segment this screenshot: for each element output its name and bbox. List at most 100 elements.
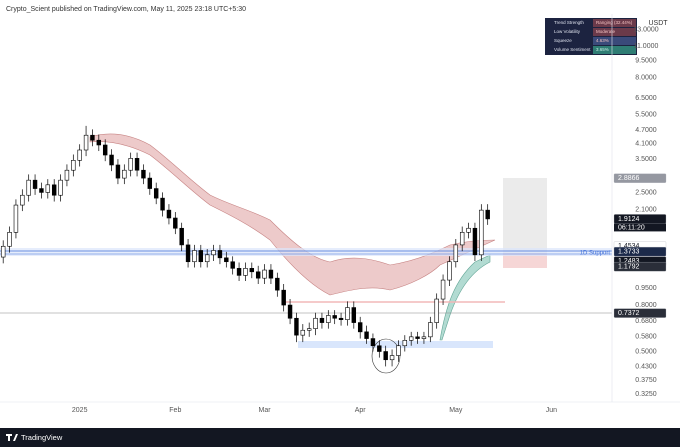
candle-body [26, 179, 31, 196]
candle-body [192, 250, 197, 263]
candle-body [173, 217, 178, 229]
countdown: 06:11:20 [618, 224, 645, 231]
candle-body [428, 322, 433, 338]
price-label: 1.3733 [618, 248, 640, 255]
candle-body [275, 277, 280, 291]
x-tick-label: Apr [355, 407, 367, 414]
price-label: 2.8866 [618, 175, 640, 182]
price-label-box [613, 308, 667, 318]
y-tick-label: 4.7000 [635, 127, 657, 134]
candle-body [96, 139, 102, 146]
candle-body [479, 209, 484, 256]
countdown-box [614, 223, 666, 232]
candle-body [485, 209, 490, 220]
candle-body [224, 257, 229, 263]
support-zone [0, 248, 612, 256]
candle-body [128, 158, 133, 171]
y-tick-label: 0.8000 [635, 302, 657, 309]
demand-zone [298, 341, 493, 348]
candle-body [71, 160, 76, 171]
candle-body [408, 336, 414, 341]
y-tick-label: 11.0000 [634, 43, 659, 50]
candle-body [319, 317, 325, 323]
candle-body [102, 144, 108, 156]
price-label: 1.4534 [618, 243, 640, 250]
candle-body [377, 345, 382, 352]
highlight-circle [371, 338, 401, 374]
y-tick-label: 0.5800 [635, 334, 657, 341]
y-tick-label: 0.9500 [635, 285, 657, 292]
candle-body [230, 261, 235, 269]
candle-body [64, 169, 70, 181]
candle-body [141, 169, 146, 179]
candle-body [472, 227, 478, 256]
candle-body [39, 188, 44, 193]
x-tick-label: Mar [259, 407, 272, 414]
candle-body [434, 298, 439, 323]
candle-body [300, 329, 306, 336]
candle-body [147, 177, 153, 189]
y-tick-label: 9.5000 [635, 57, 657, 64]
candle-body [58, 179, 63, 196]
candle-body [332, 315, 337, 319]
candle-body [268, 269, 274, 279]
price-label-box [613, 173, 667, 183]
candle-body [45, 184, 51, 193]
candle-body [249, 268, 255, 273]
candle-body [313, 317, 318, 329]
price-label: 1.9124 [618, 216, 640, 223]
y-tick-label: 5.5000 [635, 111, 657, 118]
table-label: Trend Strength [554, 20, 584, 25]
candle-body [134, 158, 140, 171]
footer-logo [6, 434, 18, 441]
table-cell [593, 19, 636, 27]
price-label-box [613, 246, 667, 257]
x-tick-label: May [449, 407, 463, 414]
table-value: Moderate [596, 29, 616, 34]
candle-body [415, 336, 420, 339]
candle-body [459, 232, 465, 246]
candle-body [115, 164, 121, 179]
candle-body [421, 336, 427, 339]
y-tick-label: 3.5000 [635, 156, 657, 163]
support-label: 1D Support [580, 251, 611, 257]
table-label: Squeeze [554, 38, 572, 43]
candle-body [326, 315, 331, 323]
candle-body [77, 149, 82, 161]
candle-body [383, 351, 388, 361]
x-tick-label: Jun [546, 407, 557, 414]
candle-body [51, 184, 57, 196]
candle-body [153, 188, 159, 199]
candle-body [345, 307, 350, 320]
price-label: 1.2483 [618, 258, 640, 265]
candle-body [294, 317, 299, 336]
y-tick-label: 2.1000 [635, 207, 657, 214]
y-tick-label: 0.5000 [635, 348, 657, 355]
candle-body [20, 194, 25, 206]
candle-body [389, 355, 395, 361]
candle-body [32, 179, 38, 189]
candle-body [351, 307, 357, 323]
candle-body [109, 154, 114, 166]
candle-body [211, 250, 216, 256]
price-label-box [613, 262, 667, 272]
candle-body [179, 227, 184, 246]
x-tick-label: 2025 [72, 407, 88, 414]
table-value: 4.63% [596, 38, 609, 43]
candle-body [198, 250, 204, 263]
position-target-box [503, 178, 547, 253]
candle-body [236, 268, 242, 276]
candle-body [466, 227, 471, 233]
candle-body [306, 328, 312, 331]
candle-body [0, 245, 6, 258]
indicator-table: Trend Strength Ranging (32.44%) Low Vola… [545, 18, 637, 55]
table-cell [593, 46, 636, 54]
candle-body [287, 304, 293, 319]
candle-body [160, 197, 165, 211]
indicator-band [89, 133, 496, 296]
y-tick-label: 4.1000 [635, 140, 657, 147]
candle-body [166, 209, 172, 219]
position-stop-box [503, 253, 547, 268]
candle-body [262, 269, 267, 279]
